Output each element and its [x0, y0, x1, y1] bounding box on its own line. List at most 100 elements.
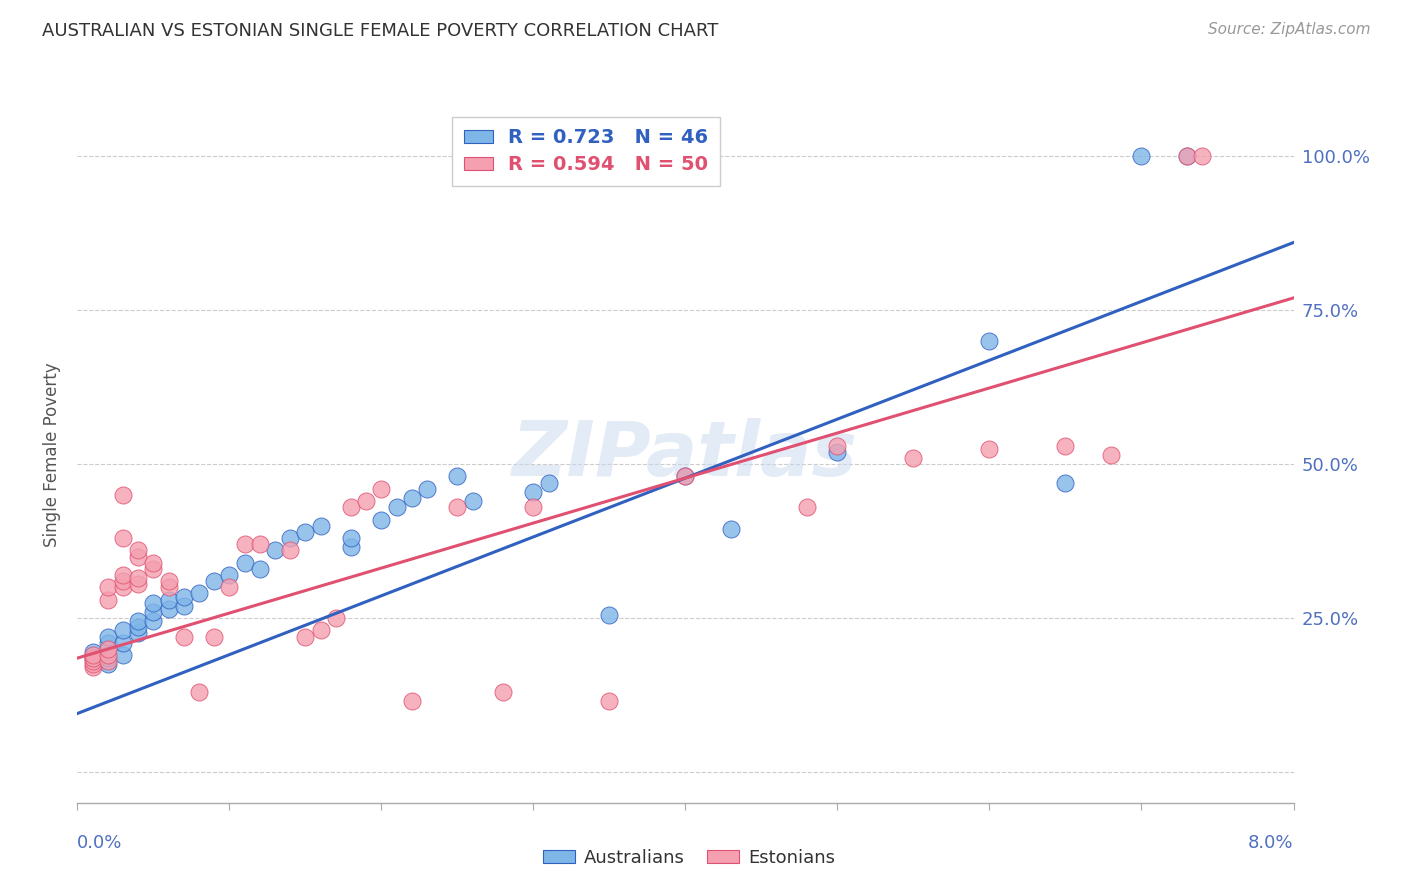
Point [294, 630, 316, 644]
Point [309, 518, 332, 533]
Point [278, 531, 301, 545]
Point [294, 524, 316, 539]
Point [278, 543, 301, 558]
Point [598, 607, 620, 622]
Text: ZIPatlas: ZIPatlas [512, 418, 859, 491]
Point [111, 488, 134, 502]
Point [97, 648, 120, 662]
Point [354, 494, 377, 508]
Point [111, 636, 134, 650]
Point [142, 605, 165, 619]
Point [82, 648, 104, 662]
Point [796, 500, 818, 515]
Point [979, 334, 1001, 348]
Point [97, 630, 120, 644]
Point [111, 574, 134, 589]
Point [446, 500, 468, 515]
Point [142, 556, 165, 570]
Point [1175, 149, 1198, 163]
Text: Source: ZipAtlas.com: Source: ZipAtlas.com [1208, 22, 1371, 37]
Point [173, 590, 195, 604]
Point [492, 685, 515, 699]
Point [82, 654, 104, 668]
Point [370, 512, 392, 526]
Legend: Australians, Estonians: Australians, Estonians [536, 842, 842, 874]
Point [233, 556, 256, 570]
Point [173, 630, 195, 644]
Point [97, 651, 120, 665]
Point [446, 469, 468, 483]
Y-axis label: Single Female Poverty: Single Female Poverty [44, 363, 62, 547]
Point [82, 651, 104, 665]
Point [97, 657, 120, 672]
Point [157, 602, 180, 616]
Point [157, 592, 180, 607]
Point [111, 580, 134, 594]
Point [111, 624, 134, 638]
Point [675, 469, 697, 483]
Point [385, 500, 408, 515]
Point [127, 549, 149, 564]
Point [309, 624, 332, 638]
Point [233, 537, 256, 551]
Point [401, 491, 423, 505]
Point [97, 636, 120, 650]
Point [111, 531, 134, 545]
Point [264, 543, 287, 558]
Point [537, 475, 560, 490]
Text: 0.0%: 0.0% [77, 834, 122, 852]
Point [127, 543, 149, 558]
Point [97, 592, 120, 607]
Text: AUSTRALIAN VS ESTONIAN SINGLE FEMALE POVERTY CORRELATION CHART: AUSTRALIAN VS ESTONIAN SINGLE FEMALE POV… [42, 22, 718, 40]
Legend: R = 0.723   N = 46, R = 0.594   N = 50: R = 0.723 N = 46, R = 0.594 N = 50 [451, 117, 720, 186]
Point [142, 562, 165, 576]
Point [111, 568, 134, 582]
Point [979, 442, 1001, 456]
Point [598, 694, 620, 708]
Point [325, 611, 347, 625]
Point [522, 500, 544, 515]
Point [249, 537, 271, 551]
Point [1054, 439, 1077, 453]
Point [127, 626, 149, 640]
Point [82, 657, 104, 672]
Point [202, 574, 225, 589]
Point [142, 614, 165, 628]
Point [827, 439, 849, 453]
Point [142, 596, 165, 610]
Point [1175, 149, 1198, 163]
Point [903, 450, 925, 465]
Point [340, 531, 363, 545]
Text: 8.0%: 8.0% [1249, 834, 1294, 852]
Point [127, 577, 149, 591]
Point [97, 580, 120, 594]
Point [188, 586, 211, 600]
Point [127, 571, 149, 585]
Point [1130, 149, 1153, 163]
Point [188, 685, 211, 699]
Point [97, 654, 120, 668]
Point [218, 568, 240, 582]
Point [370, 482, 392, 496]
Point [127, 614, 149, 628]
Point [340, 500, 363, 515]
Point [461, 494, 484, 508]
Point [522, 484, 544, 499]
Point [720, 522, 742, 536]
Point [416, 482, 439, 496]
Point [401, 694, 423, 708]
Point [157, 574, 180, 589]
Point [340, 541, 363, 555]
Point [675, 469, 697, 483]
Point [249, 562, 271, 576]
Point [1191, 149, 1213, 163]
Point [82, 660, 104, 674]
Point [97, 641, 120, 656]
Point [218, 580, 240, 594]
Point [82, 645, 104, 659]
Point [111, 648, 134, 662]
Point [173, 599, 195, 613]
Point [1099, 448, 1122, 462]
Point [82, 651, 104, 665]
Point [202, 630, 225, 644]
